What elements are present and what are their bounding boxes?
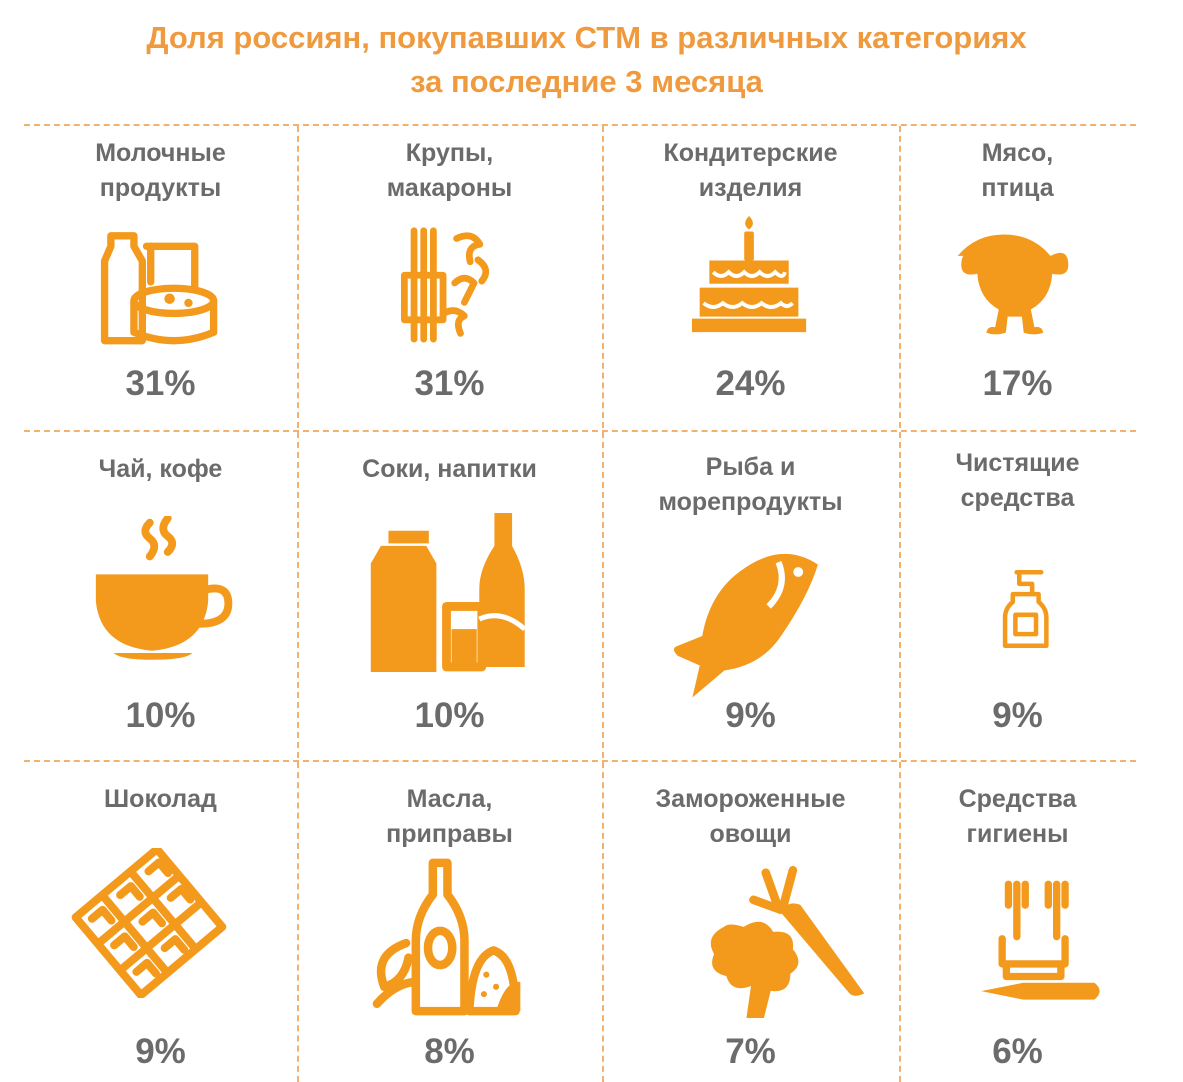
drinks-icon xyxy=(359,508,539,672)
category-cell: Кондитерские изделия 24% xyxy=(604,126,897,428)
column-divider xyxy=(297,432,299,758)
chocolate-icon xyxy=(66,848,238,998)
category-cell: Чистящие средства 9% xyxy=(901,432,1134,758)
category-label-line: Мясо, xyxy=(981,139,1054,167)
category-value: 9% xyxy=(135,1032,186,1071)
category-label: Кондитерские изделия xyxy=(604,136,897,206)
category-label: Чистящие средства xyxy=(901,446,1134,516)
category-label-line: изделия xyxy=(698,174,803,202)
category-cell: Крупы, макароны 31% xyxy=(299,126,600,428)
category-cell: Масла, приправы 8% xyxy=(299,762,600,1077)
category-label-line: Кондитерские xyxy=(663,139,838,167)
category-label-line: средства xyxy=(960,484,1075,512)
chart-title: Доля россиян, покупавших СТМ в различных… xyxy=(0,16,1173,104)
category-grid: Молочные продукты 31% Крупы, макароны 31% Конд… xyxy=(24,124,1136,1082)
column-divider xyxy=(297,126,299,428)
pasta-icon xyxy=(385,212,505,356)
category-cell: Шоколад 9% xyxy=(26,762,295,1077)
row-divider xyxy=(24,760,1136,762)
row-divider xyxy=(24,430,1136,432)
category-label-line: продукты xyxy=(99,174,222,202)
category-label-line: птица xyxy=(981,174,1054,202)
title-line-1: Доля россиян, покупавших СТМ в различных… xyxy=(146,20,1027,55)
category-value: 9% xyxy=(992,696,1043,735)
category-cell: Молочные продукты 31% xyxy=(26,126,295,428)
category-label: Соки, напитки xyxy=(299,452,600,487)
category-label-line: гигиены xyxy=(966,820,1069,848)
chicken-icon xyxy=(953,222,1073,338)
category-value: 10% xyxy=(414,696,485,735)
category-label-line: Масла, xyxy=(406,785,493,813)
category-label: Шоколад xyxy=(26,782,295,817)
column-divider xyxy=(602,126,604,428)
category-cell: Замороженные овощи 7% xyxy=(604,762,897,1077)
category-value: 17% xyxy=(982,364,1053,403)
category-label-line: Чай, кофе xyxy=(98,455,223,483)
category-cell: Чай, кофе 10% xyxy=(26,432,295,758)
category-label-line: Рыба и xyxy=(705,453,796,481)
category-label-line: Шоколад xyxy=(104,785,217,813)
dairy-icon xyxy=(92,212,222,354)
category-label: Замороженные овощи xyxy=(604,782,897,852)
column-divider xyxy=(899,762,901,1082)
title-line-2: за последние 3 месяца xyxy=(410,64,763,99)
category-value: 24% xyxy=(715,364,786,403)
category-value: 9% xyxy=(725,696,776,735)
category-cell: Рыба и морепродукты 9% xyxy=(604,432,897,758)
category-label: Мясо, птица xyxy=(901,136,1134,206)
column-divider xyxy=(899,432,901,758)
category-label-line: макароны xyxy=(386,174,513,202)
category-label: Чай, кофе xyxy=(26,452,295,487)
category-label-line: Соки, напитки xyxy=(362,455,537,483)
toothbrush-icon xyxy=(977,866,1107,1022)
category-label: Масла, приправы xyxy=(299,782,600,852)
column-divider xyxy=(602,762,604,1082)
category-value: 8% xyxy=(424,1032,475,1071)
category-value: 31% xyxy=(125,364,196,403)
category-label-line: Замороженные xyxy=(655,785,846,813)
fish-icon xyxy=(664,540,834,700)
category-label: Рыба и морепродукты xyxy=(604,450,897,520)
category-cell: Средства гигиены 6% xyxy=(901,762,1134,1077)
category-label-line: Крупы, xyxy=(405,139,494,167)
category-label-line: Средства xyxy=(958,785,1077,813)
category-label: Крупы, макароны xyxy=(299,136,600,206)
column-divider xyxy=(602,432,604,758)
category-cell: Соки, напитки 10% xyxy=(299,432,600,758)
cup-icon xyxy=(86,516,236,662)
category-label-line: овощи xyxy=(709,820,792,848)
category-value: 10% xyxy=(125,696,196,735)
category-value: 7% xyxy=(725,1032,776,1071)
category-value: 31% xyxy=(414,364,485,403)
category-label: Средства гигиены xyxy=(901,782,1134,852)
cleaner-bottle-icon xyxy=(987,536,1067,682)
oil-spices-icon xyxy=(365,858,525,1016)
category-cell: Мясо, птица 17% xyxy=(901,126,1134,428)
vegetables-icon xyxy=(690,858,876,1018)
cake-icon xyxy=(690,212,810,342)
category-value: 6% xyxy=(992,1032,1043,1071)
row-divider xyxy=(24,124,1136,126)
category-label-line: морепродукты xyxy=(658,488,843,516)
category-label: Молочные продукты xyxy=(26,136,295,206)
category-label-line: приправы xyxy=(386,820,513,848)
column-divider xyxy=(297,762,299,1082)
column-divider xyxy=(899,126,901,428)
category-label-line: Чистящие xyxy=(955,449,1080,477)
category-label-line: Молочные xyxy=(95,139,226,167)
